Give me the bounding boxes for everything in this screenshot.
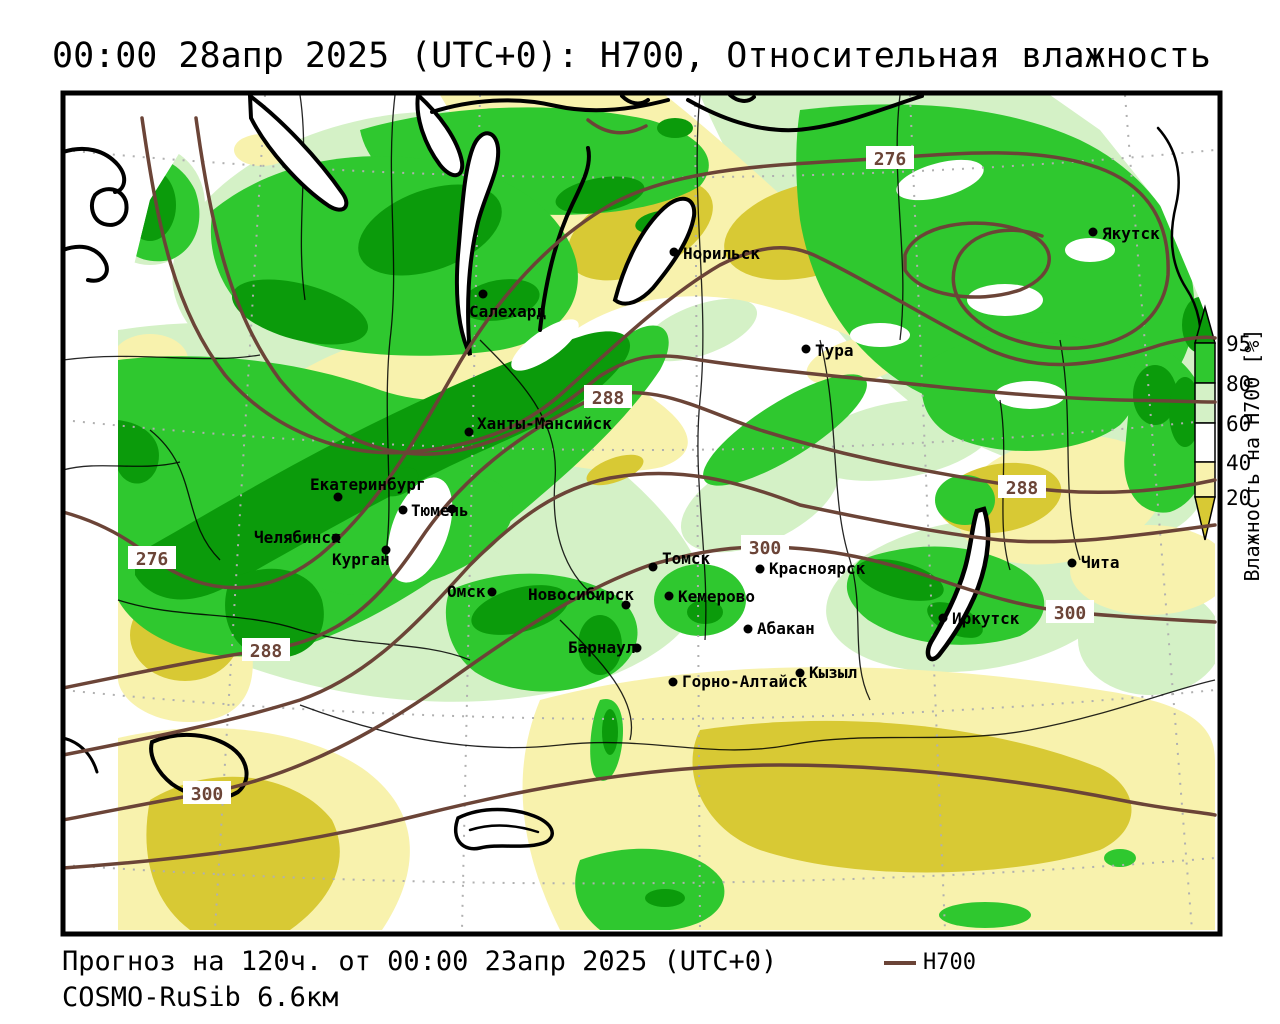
city-kyzyl: Кызыл (795, 663, 857, 682)
city-irkutsk: Иркутск (938, 609, 1020, 628)
coastlines (61, 90, 1212, 851)
colorbar-tick: 80 (1226, 372, 1251, 396)
city-abakan: Абакан (743, 619, 815, 638)
city-label: Челябинск (254, 528, 341, 547)
colorbar-tick: 95 (1226, 332, 1251, 356)
city-dot (487, 587, 497, 597)
city-salekhard: Салехард (469, 289, 546, 321)
city-tomsk: Томск (648, 549, 711, 572)
contour-label-text: 300 (191, 784, 224, 805)
city-dot (668, 677, 678, 687)
city-dot (333, 492, 343, 502)
city-label: Тюмень (411, 501, 469, 520)
city-label: Екатеринбург (310, 475, 426, 494)
page-title: 00:00 28апр 2025 (UTC+0): H700, Относите… (52, 36, 1211, 76)
city-label: Омск (447, 582, 486, 601)
city-label: Иркутск (952, 609, 1020, 628)
contour-label: 300 (183, 781, 231, 805)
colorbar-axis-label: Влажность на H700 [%] (1240, 329, 1264, 582)
contour-labels: 276 288 288 276 300 300 288 300 (128, 146, 1094, 805)
city-dot (795, 668, 805, 678)
city-dot (669, 247, 679, 257)
city-dot (398, 505, 408, 515)
colorbar-tick: 60 (1226, 412, 1251, 436)
city-label: Кызыл (809, 663, 857, 682)
h700-legend-line (884, 960, 916, 965)
colorbar-tick: 20 (1226, 486, 1251, 510)
city-dot (648, 562, 658, 572)
city-norilsk: Норильск (669, 244, 760, 263)
city-dot (801, 344, 811, 354)
city-label: Тура (815, 341, 854, 360)
humidity-fill-layer (118, 95, 1215, 930)
contour-label-text: 300 (749, 538, 782, 559)
city-kurgan: Курган (332, 545, 391, 569)
city-tyumen: Тюмень (398, 501, 469, 520)
city-label: Томск (662, 549, 711, 568)
city-yekaterinburg: Екатеринбург (310, 475, 426, 502)
city-khanty-mansiysk: Ханты-Мансийск (464, 414, 612, 437)
forecast-caption: Прогноз на 120ч. от 00:00 23апр 2025 (UT… (62, 946, 778, 977)
city-barnaul: Барнаул (568, 638, 642, 657)
city-novosibirsk: Новосибирск (528, 585, 634, 610)
contour-label: 288 (584, 385, 632, 409)
city-chita: Чита (1067, 553, 1120, 572)
city-layer: Норильск Салехард Тура Якутск Ханты-Манс… (254, 224, 1160, 691)
city-label: Салехард (469, 302, 546, 321)
city-dot (478, 289, 488, 299)
city-dot (381, 545, 391, 555)
city-gorno-altaysk: Горно-Алтайск (668, 672, 808, 691)
city-dot (621, 600, 631, 610)
city-dot (664, 591, 674, 601)
contour-label-text: 288 (1006, 478, 1039, 499)
city-dot (632, 643, 642, 653)
contour-label: 288 (242, 638, 290, 662)
map-frame (60, 90, 1223, 937)
city-label: Барнаул (568, 638, 635, 657)
city-chelyabinsk: Челябинск (254, 528, 341, 547)
city-label: Ханты-Мансийск (477, 414, 612, 433)
city-label: Абакан (757, 619, 815, 638)
city-tura: Тура (801, 341, 854, 360)
model-caption: COSMO-RuSib 6.6км (62, 982, 339, 1013)
h700-legend: H700 (884, 950, 976, 975)
city-dot (464, 427, 474, 437)
contour-label-text: 300 (1054, 603, 1087, 624)
city-krasnoyarsk: Красноярск (755, 559, 866, 578)
city-label: Якутск (1102, 224, 1160, 243)
city-dot (938, 613, 948, 623)
city-kemerovo: Кемерово (664, 587, 755, 606)
city-yakutsk: Якутск (1088, 224, 1160, 243)
colorbar (1194, 304, 1216, 541)
city-dot (1067, 558, 1077, 568)
contour-label: 300 (1046, 600, 1094, 624)
contour-label-text: 288 (250, 641, 283, 662)
city-label: Красноярск (769, 559, 866, 578)
city-label: Курган (332, 550, 390, 569)
city-dot (331, 533, 341, 543)
city-label: Норильск (683, 244, 760, 263)
city-omsk: Омск (447, 582, 497, 601)
graticule-lines (62, 94, 1216, 931)
city-label: Кемерово (678, 587, 755, 606)
city-label: Горно-Алтайск (682, 672, 808, 691)
contour-label: 300 (741, 535, 789, 559)
contour-label: 288 (998, 475, 1046, 499)
city-dot (743, 624, 753, 634)
contour-label: 276 (866, 146, 914, 170)
city-dot (447, 504, 457, 514)
contour-label-text: 276 (136, 549, 169, 570)
contour-label: 276 (128, 546, 176, 570)
city-dot (755, 564, 765, 574)
contour-label-text: 288 (592, 388, 625, 409)
contour-label-text: 276 (874, 149, 907, 170)
h700-legend-label: H700 (923, 950, 976, 975)
colorbar-labels: 95 80 60 40 20 Влажность на H700 [%] (1226, 329, 1264, 582)
city-dot (1088, 227, 1098, 237)
city-label: Чита (1081, 553, 1120, 572)
colorbar-tick: 40 (1226, 451, 1251, 475)
city-label: Новосибирск (528, 585, 634, 604)
